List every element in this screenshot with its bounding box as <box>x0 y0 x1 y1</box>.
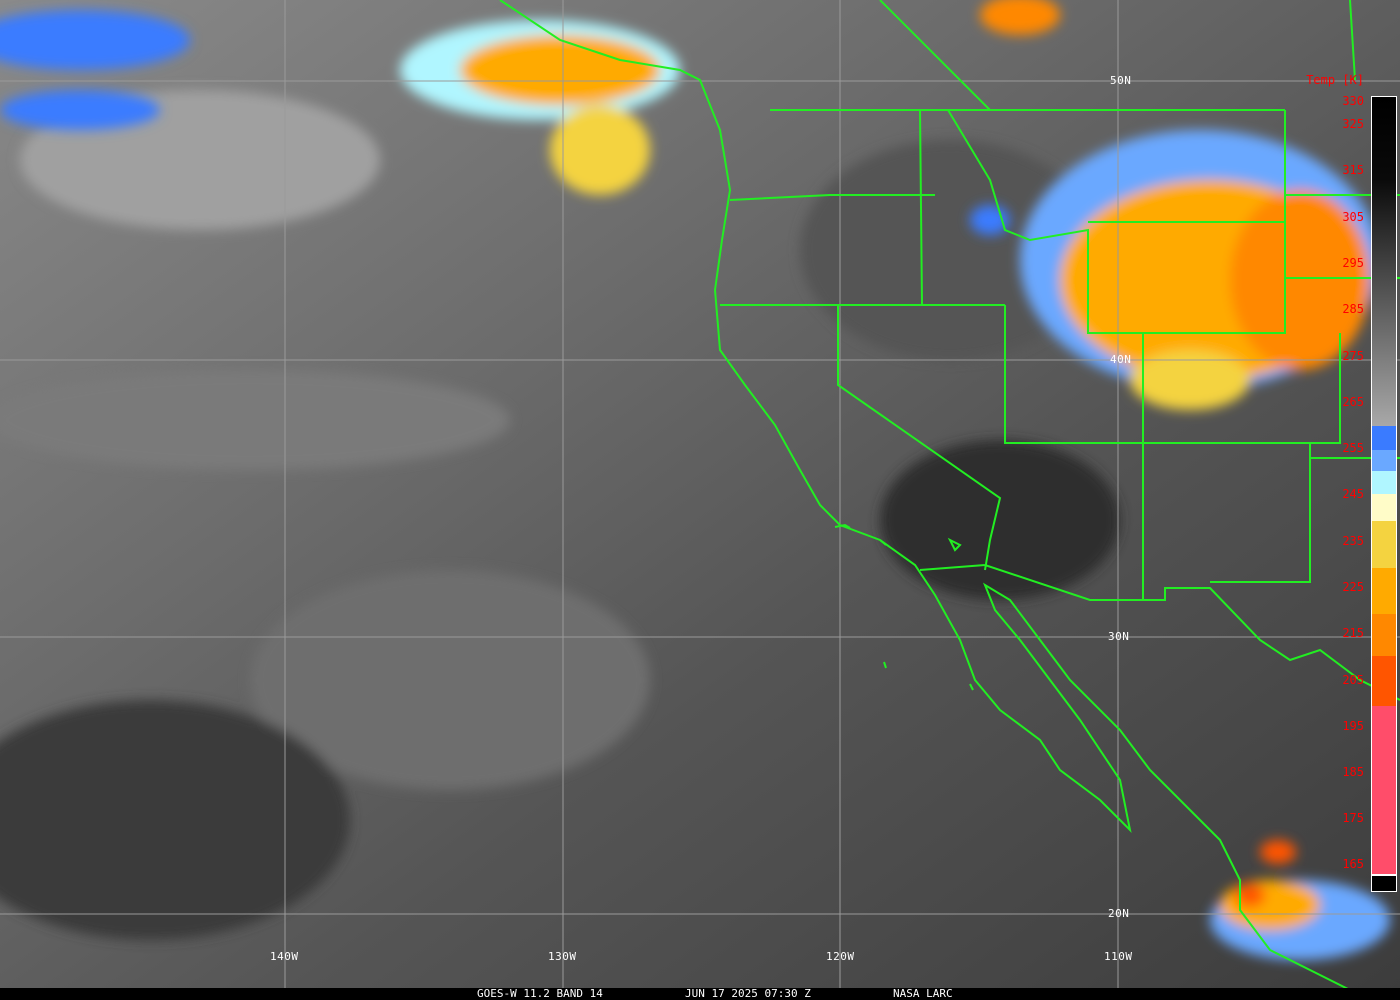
colorbar-tick-label: 195 <box>1342 719 1364 733</box>
pacific-coastline <box>499 0 1351 991</box>
lat-label-40n: 40N <box>1110 353 1132 366</box>
colorbar-red-orange <box>1372 656 1396 706</box>
colorbar-tick-label: 285 <box>1342 302 1364 316</box>
colorbar-orange <box>1372 568 1396 614</box>
lon-label-120w: 120W <box>826 950 855 963</box>
caption-datetime: JUN 17 2025 07:30 Z <box>685 987 811 1000</box>
colorbar-pale-yellow <box>1372 494 1396 521</box>
colorbar-black <box>1372 876 1396 891</box>
colorbar-tick-label: 315 <box>1342 163 1364 177</box>
lon-label-140w: 140W <box>270 950 299 963</box>
caption-satellite: GOES-W 11.2 BAND 14 <box>477 987 603 1000</box>
coastlines-and-borders <box>499 0 1400 991</box>
colorbar-tick-label: 265 <box>1342 395 1364 409</box>
lon-label-130w: 130W <box>548 950 577 963</box>
image-caption: GOES-W 11.2 BAND 14 JUN 17 2025 07:30 Z NA… <box>0 988 1400 1000</box>
colorbar-gray-ramp <box>1372 97 1396 426</box>
colorbar-pink <box>1372 706 1396 874</box>
colorbar-tick-label: 185 <box>1342 765 1364 779</box>
colorbar-tick-label: 235 <box>1342 534 1364 548</box>
colorbar-tick-label: 275 <box>1342 349 1364 363</box>
colorbar-tick-label: 325 <box>1342 117 1364 131</box>
colorbar-mid-blue <box>1372 450 1396 471</box>
colorbar-tick-label: 165 <box>1342 857 1364 871</box>
colorbar-white <box>1372 874 1396 876</box>
lat-label-20n: 20N <box>1108 907 1130 920</box>
colorbar-tick-label: 225 <box>1342 580 1364 594</box>
colorbar-tick-label: 175 <box>1342 811 1364 825</box>
colorbar-tick-label: 295 <box>1342 256 1364 270</box>
colorbar-blue <box>1372 426 1396 450</box>
colorbar-title: Temp [K] <box>1306 73 1364 87</box>
colorbar-cyan <box>1372 471 1396 494</box>
colorbar-tick-label: 305 <box>1342 210 1364 224</box>
colorbar-tick-label: 205 <box>1342 673 1364 687</box>
state-borders <box>720 0 1400 701</box>
lon-label-110w: 110W <box>1104 950 1133 963</box>
lat-label-50n: 50N <box>1110 74 1132 87</box>
colorbar-dark-orange <box>1372 614 1396 656</box>
colorbar-tick-label: 330 <box>1342 94 1364 108</box>
colorbar <box>1371 96 1397 892</box>
colorbar-tick-label: 245 <box>1342 487 1364 501</box>
caption-source: NASA LARC <box>893 987 953 1000</box>
colorbar-yellow <box>1372 521 1396 568</box>
colorbar-tick-label: 255 <box>1342 441 1364 455</box>
colorbar-tick-label: 215 <box>1342 626 1364 640</box>
lat-label-30n: 30N <box>1108 630 1130 643</box>
channel-islands <box>834 523 974 691</box>
